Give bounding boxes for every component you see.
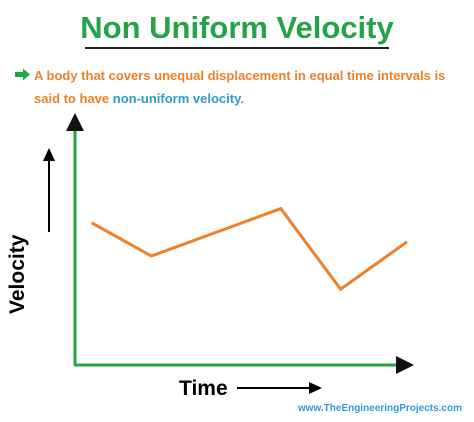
xlabel-arrowhead bbox=[309, 382, 322, 394]
description: A body that covers unequal displacement … bbox=[34, 64, 464, 110]
ylabel-arrowhead bbox=[43, 148, 55, 161]
y-axis-label: Velocity bbox=[6, 234, 29, 314]
x-axis-label: Time bbox=[179, 377, 228, 400]
series-line-0 bbox=[90, 206, 408, 292]
x-axis-arrowhead bbox=[396, 356, 414, 374]
title-underline bbox=[85, 47, 389, 49]
description-text: A body that covers unequal displacement … bbox=[34, 68, 446, 106]
description-end: . bbox=[240, 91, 244, 106]
series-group bbox=[90, 206, 408, 292]
footer-url: www.TheEngineeringProjects.com bbox=[297, 403, 462, 414]
description-highlight: non-uniform velocity bbox=[112, 91, 241, 106]
y-axis-arrowhead bbox=[66, 113, 84, 131]
page-title: Non Uniform Velocity bbox=[80, 10, 394, 45]
arrow-right-icon bbox=[15, 68, 30, 81]
